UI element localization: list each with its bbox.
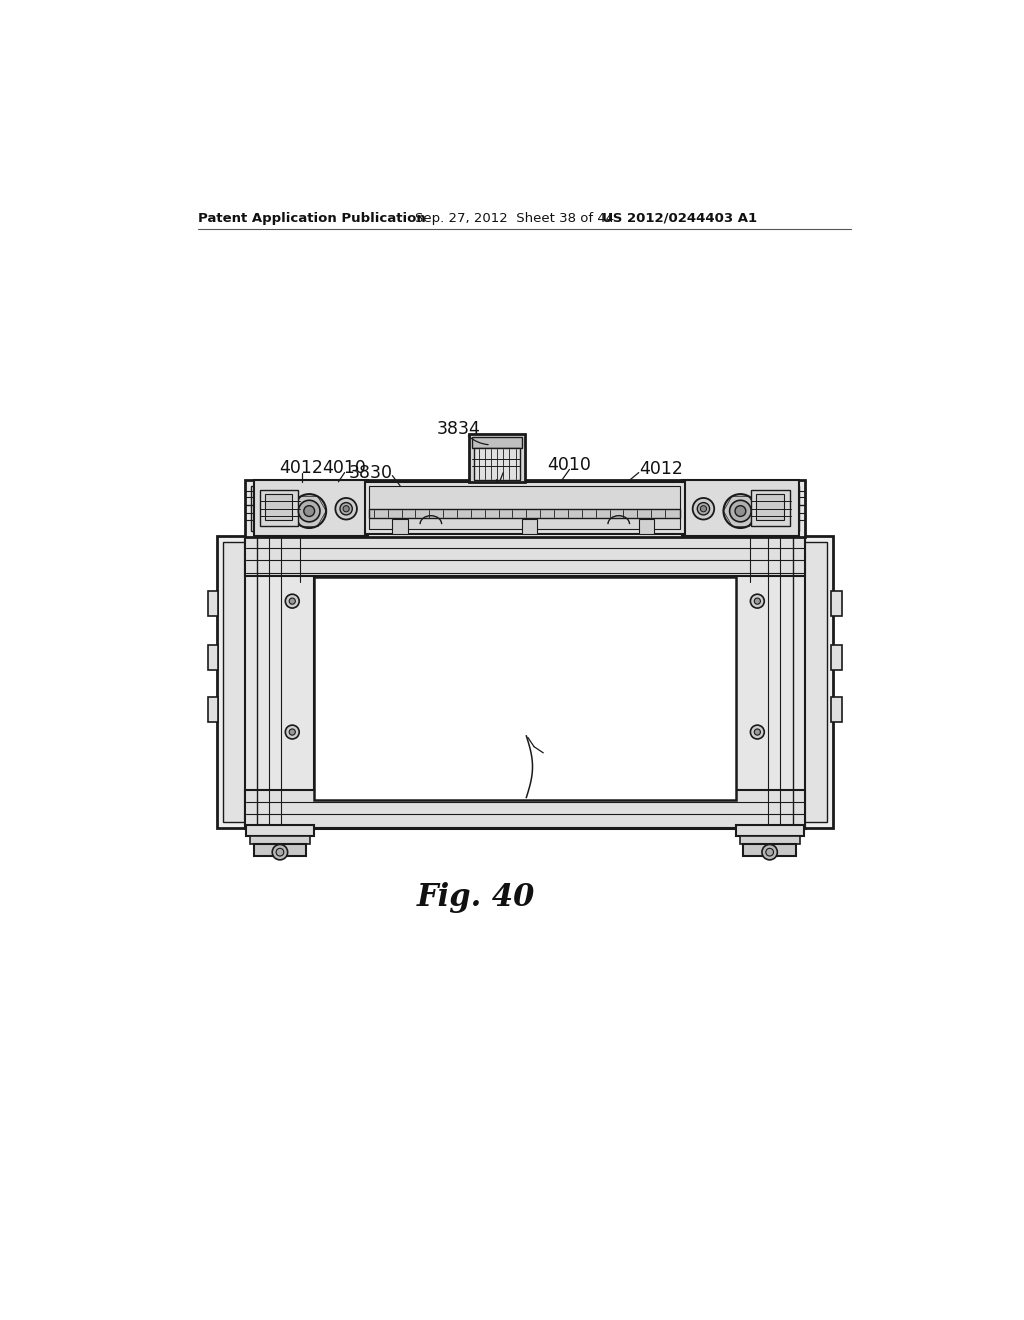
Text: 4010: 4010 — [323, 459, 367, 477]
Bar — [264, 494, 292, 520]
Bar — [217, 536, 254, 829]
Circle shape — [730, 500, 752, 521]
Circle shape — [289, 729, 295, 735]
Bar — [246, 825, 313, 836]
Text: 4010: 4010 — [548, 455, 592, 474]
Bar — [474, 447, 520, 480]
Bar — [472, 437, 521, 447]
Circle shape — [700, 506, 707, 512]
Circle shape — [755, 598, 761, 605]
Text: 3834: 3834 — [436, 421, 480, 438]
Bar — [521, 519, 538, 535]
Bar — [469, 434, 524, 482]
Bar — [392, 519, 408, 535]
Bar — [796, 536, 833, 829]
Bar — [743, 843, 796, 857]
Bar — [313, 577, 736, 800]
Bar — [260, 490, 298, 527]
Bar — [756, 494, 783, 520]
Bar — [831, 697, 842, 722]
Text: 3830: 3830 — [348, 463, 392, 482]
Circle shape — [336, 498, 357, 520]
Text: US 2012/0244403 A1: US 2012/0244403 A1 — [602, 213, 757, 224]
Bar — [831, 591, 842, 615]
Circle shape — [286, 594, 299, 609]
Bar — [752, 490, 790, 527]
Text: Fig. 40: Fig. 40 — [417, 882, 535, 913]
Bar — [370, 508, 680, 517]
Bar — [251, 487, 799, 531]
Circle shape — [276, 849, 284, 855]
Circle shape — [340, 503, 352, 515]
Circle shape — [762, 845, 777, 859]
Text: 3810: 3810 — [544, 744, 588, 763]
Bar — [831, 645, 842, 669]
Circle shape — [755, 729, 761, 735]
Circle shape — [751, 725, 764, 739]
Bar — [208, 645, 218, 669]
Circle shape — [751, 594, 764, 609]
Circle shape — [292, 494, 326, 528]
Bar — [254, 480, 368, 536]
Circle shape — [289, 598, 295, 605]
Bar — [365, 482, 685, 535]
Circle shape — [304, 506, 314, 516]
Bar — [245, 536, 313, 829]
Text: 4012: 4012 — [639, 461, 683, 478]
Circle shape — [286, 725, 299, 739]
Circle shape — [272, 845, 288, 859]
Bar — [245, 480, 805, 537]
Circle shape — [766, 849, 773, 855]
Bar — [208, 591, 218, 615]
Circle shape — [298, 500, 319, 521]
Text: Patent Application Publication: Patent Application Publication — [199, 213, 426, 224]
Bar — [245, 536, 805, 829]
Bar — [682, 480, 799, 536]
Bar — [245, 536, 805, 576]
Text: 4020: 4020 — [481, 459, 525, 477]
Bar — [223, 543, 248, 822]
Text: Sep. 27, 2012  Sheet 38 of 44: Sep. 27, 2012 Sheet 38 of 44 — [416, 213, 614, 224]
Circle shape — [724, 494, 758, 528]
Bar — [245, 789, 805, 829]
Bar — [254, 843, 306, 857]
Circle shape — [692, 498, 714, 520]
Bar — [739, 836, 800, 843]
Bar — [250, 836, 310, 843]
Circle shape — [343, 506, 349, 512]
Bar — [802, 543, 826, 822]
Bar — [639, 519, 654, 535]
Bar — [370, 487, 680, 529]
Circle shape — [735, 506, 745, 516]
Bar — [736, 536, 805, 829]
Text: 4012: 4012 — [280, 459, 324, 477]
Circle shape — [697, 503, 710, 515]
Bar — [736, 825, 804, 836]
Bar — [208, 697, 218, 722]
